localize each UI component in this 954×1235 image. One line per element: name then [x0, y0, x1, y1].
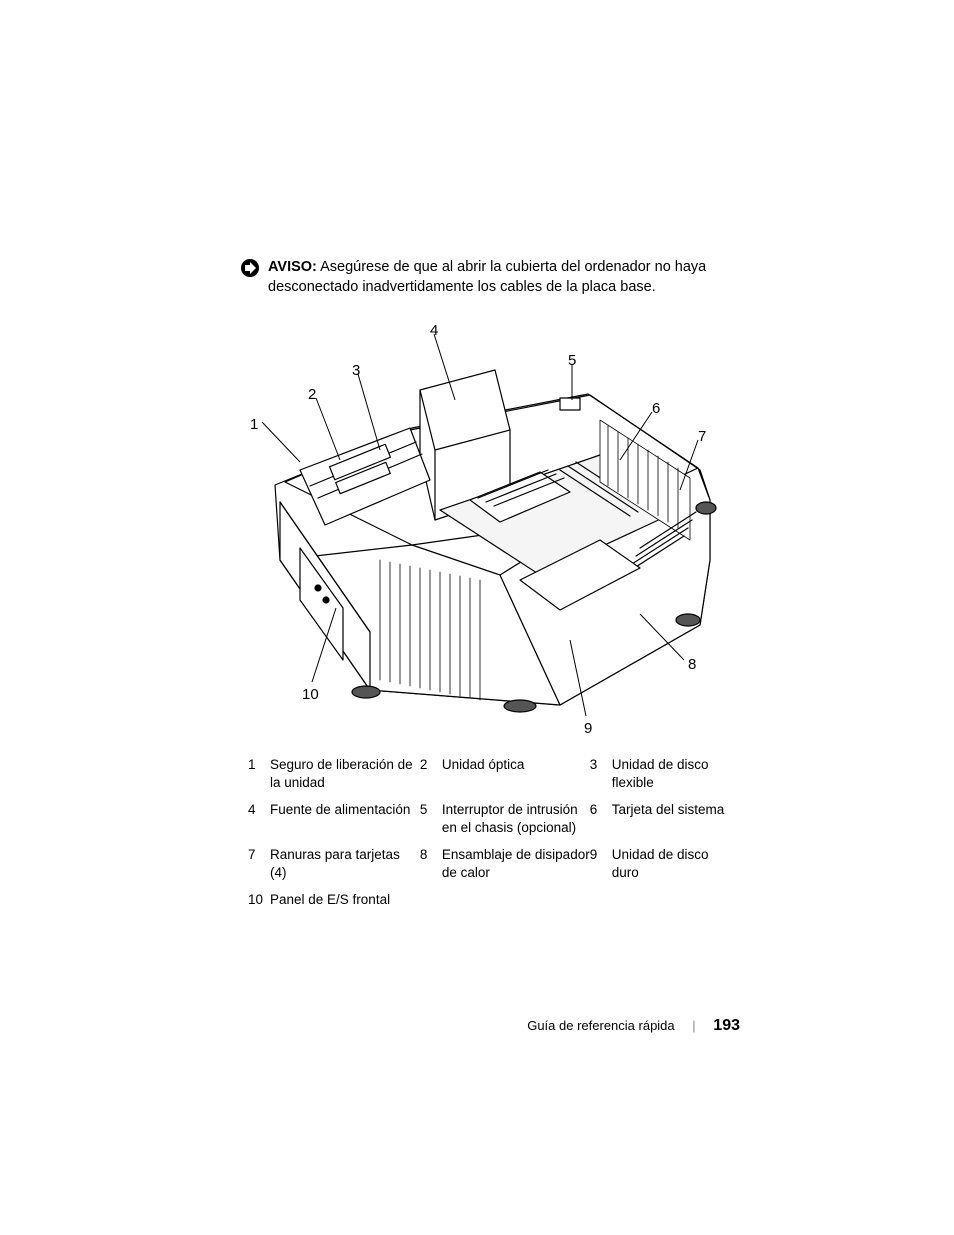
page-footer: Guía de referencia rápida | 193 [0, 1017, 740, 1035]
legend-text: Tarjeta del sistema [612, 801, 725, 836]
callout-number-6: 6 [652, 400, 660, 417]
legend-text: Unidad de disco duro [612, 846, 728, 881]
callout-number-9: 9 [584, 720, 592, 737]
legend-text: Seguro de liberación de la unidad [270, 756, 420, 791]
legend-number: 2 [420, 756, 442, 791]
legend-cell: 2Unidad óptica [420, 756, 590, 791]
callout-number-3: 3 [352, 362, 360, 379]
callout-number-4: 4 [430, 322, 438, 339]
legend-cell: 10Panel de E/S frontal [248, 891, 422, 909]
legend-text: Unidad óptica [442, 756, 525, 791]
legend-cell: 5Interruptor de intrusión en el chasis (… [420, 801, 590, 836]
callout-number-5: 5 [568, 352, 576, 369]
legend-row: 7Ranuras para tarjetas (4)8Ensamblaje de… [248, 846, 728, 881]
legend-number: 7 [248, 846, 270, 881]
legend-text: Ranuras para tarjetas (4) [270, 846, 420, 881]
legend-text: Fuente de alimentación [270, 801, 410, 836]
legend-number: 4 [248, 801, 270, 836]
legend-number: 1 [248, 756, 270, 791]
legend-cell: 3Unidad de disco flexible [590, 756, 728, 791]
callout-number-10: 10 [302, 686, 319, 703]
legend-cell: 7Ranuras para tarjetas (4) [248, 846, 420, 881]
legend-cell: 8Ensamblaje de disipador de calor [420, 846, 590, 881]
legend-text: Interruptor de intrusión en el chasis (o… [442, 801, 590, 836]
legend-row: 10Panel de E/S frontal [248, 891, 728, 909]
legend-number: 9 [590, 846, 612, 881]
legend-number: 3 [590, 756, 612, 791]
legend-cell: 9Unidad de disco duro [590, 846, 728, 881]
page: AVISO: Asegúrese de que al abrir la cubi… [0, 0, 954, 1235]
legend-cell: 6Tarjeta del sistema [590, 801, 728, 836]
legend-number: 8 [420, 846, 442, 881]
callout-number-2: 2 [308, 386, 316, 403]
legend-cell: 4Fuente de alimentación [248, 801, 420, 836]
legend-row: 4Fuente de alimentación5Interruptor de i… [248, 801, 728, 836]
footer-page-number: 193 [713, 1017, 740, 1034]
legend-number: 10 [248, 891, 270, 909]
legend-text: Ensamblaje de disipador de calor [442, 846, 590, 881]
parts-legend: 1Seguro de liberación de la unidad2Unida… [248, 756, 728, 919]
legend-number: 6 [590, 801, 612, 836]
legend-number: 5 [420, 801, 442, 836]
callout-number-1: 1 [250, 416, 258, 433]
callout-number-8: 8 [688, 656, 696, 673]
footer-doc-title: Guía de referencia rápida [527, 1018, 674, 1033]
legend-text: Unidad de disco flexible [612, 756, 728, 791]
callout-number-7: 7 [698, 428, 706, 445]
legend-text: Panel de E/S frontal [270, 891, 390, 909]
legend-row: 1Seguro de liberación de la unidad2Unida… [248, 756, 728, 791]
footer-separator: | [692, 1018, 695, 1033]
computer-chassis-diagram [0, 0, 954, 1235]
legend-cell: 1Seguro de liberación de la unidad [248, 756, 420, 791]
